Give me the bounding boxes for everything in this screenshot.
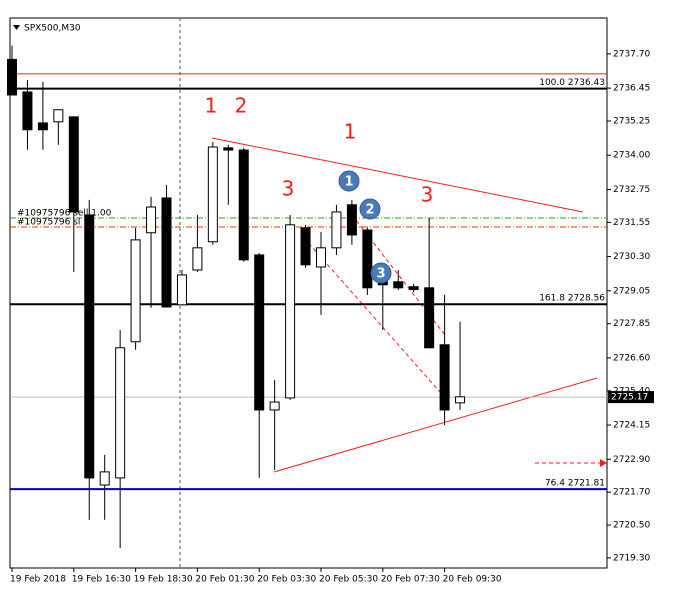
wave-label: 2 [235,94,248,118]
level-ratio: 100.0 [539,78,565,88]
candle-body [37,122,48,131]
y-tick-label: 2724.15 [613,421,650,431]
level-value: 2736.43 [568,78,605,88]
wave-label: 1 [344,120,357,144]
x-tick-label: 19 Feb 18:30 [134,575,193,585]
y-tick-label: 2721.70 [613,488,650,498]
order-label: #10975796 sl [17,217,80,227]
x-tick-label: 20 Feb 01:30 [195,575,254,585]
candle-body [223,147,234,151]
candle-body [393,281,404,289]
candle-body [7,58,17,96]
x-tick-label: 20 Feb 05:30 [319,575,378,585]
candle-body [53,109,64,123]
candle-body [68,116,79,213]
wave-badge [359,198,381,220]
plot-frame [9,17,608,569]
x-tick-label: 20 Feb 07:30 [381,575,440,585]
level-value: 2721.81 [568,479,605,489]
candle-body [424,287,435,349]
candle-body [254,254,265,411]
trendline [273,377,598,473]
wave-badge-label: 3 [376,267,385,282]
y-tick-label: 2731.55 [613,218,650,228]
y-tick-label: 2727.85 [613,319,650,329]
y-tick-label: 2719.30 [613,553,650,563]
y-tick-label: 2722.90 [613,455,650,465]
level-ratio: 76.4 [545,479,565,489]
y-tick-label: 2737.70 [613,49,650,59]
chart-title: SPX500,M30 [24,24,81,34]
candle-body [238,149,249,261]
level-ratio: 161.8 [539,294,565,304]
candle-body [130,239,141,343]
candle-body [161,197,172,308]
candle-body [346,204,357,236]
candle-body [408,286,419,290]
y-tick-label: 2729.05 [613,286,650,296]
candle-body [84,214,95,479]
candle-body [316,247,326,268]
y-tick-label: 2720.50 [613,521,650,531]
candle-body [331,211,342,249]
level-value: 2728.56 [568,294,605,304]
candle-body [300,227,311,266]
wave-label: 3 [282,177,295,201]
x-tick-label: 20 Feb 09:30 [443,575,502,585]
candle-body [362,229,373,289]
trendline [211,137,584,213]
candle-body [115,347,126,479]
candle-body [439,344,450,411]
x-tick-label: 20 Feb 03:30 [257,575,316,585]
y-tick-label: 2730.30 [613,252,650,262]
wave-badge-label: 1 [344,175,353,190]
dashed-line [303,237,441,393]
menu-arrow[interactable] [13,25,20,30]
candle-body [146,206,157,234]
y-tick-label: 2734.00 [613,151,650,161]
wave-label: 3 [421,183,434,207]
candle-body [22,91,33,131]
wave-label: 1 [205,94,218,118]
wave-badge [370,262,392,284]
y-tick-label: 2736.45 [613,84,650,94]
candle-body [176,274,187,306]
candle-body [269,401,280,411]
x-tick-label: 19 Feb 2018 [10,575,66,585]
y-tick-label: 2732.75 [613,185,650,195]
arrow-head [600,459,607,467]
x-tick-label: 19 Feb 16:30 [72,575,131,585]
candle-body [99,471,110,486]
candle-body [192,247,203,271]
candle-body [455,396,466,404]
order-label: #10975796 sell 1.00 [17,208,112,218]
price-tag-label: 2725.17 [611,393,648,403]
wave-badge-label: 2 [365,203,374,218]
candle-body [285,224,296,399]
candle-body [207,146,218,243]
y-tick-label: 2726.60 [613,353,650,363]
wave-badge [338,170,360,192]
y-tick-label: 2735.25 [613,116,650,126]
price-tag [608,391,654,404]
